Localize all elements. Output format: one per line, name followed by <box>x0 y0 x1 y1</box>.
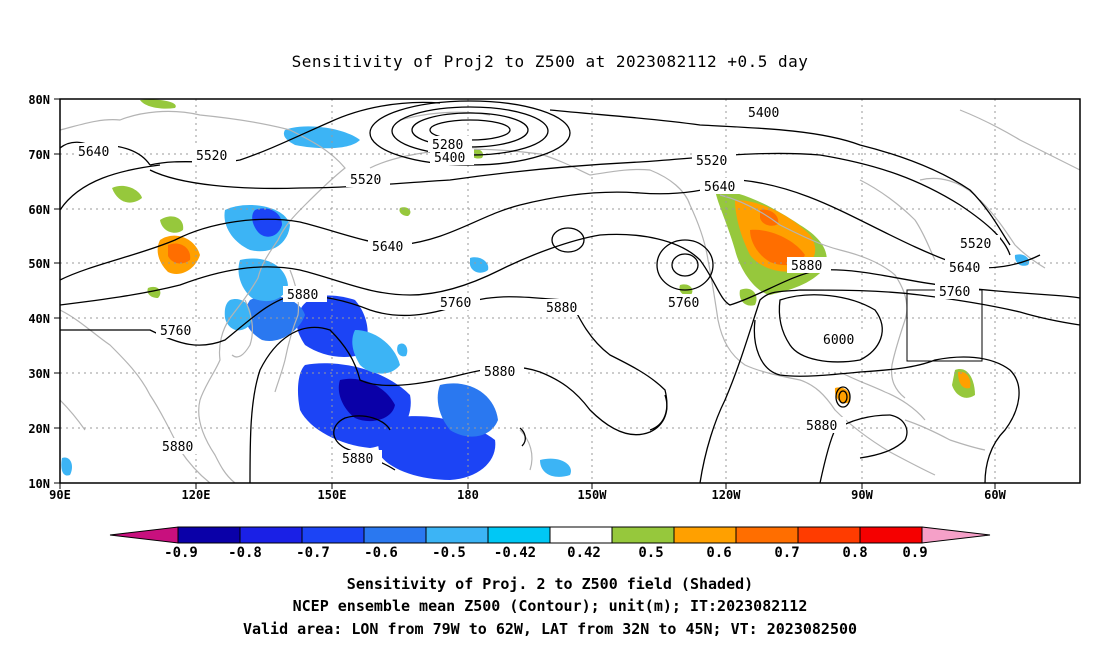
colorbar-label: 0.42 <box>567 545 601 561</box>
lon-label: 150E <box>318 488 347 502</box>
lon-label: 150W <box>578 488 608 502</box>
contour-label: 5640 <box>704 180 735 195</box>
map-area: 5640 5520 5520 5280 5400 5400 5520 5640 … <box>60 99 1080 483</box>
contour-label: 5640 <box>949 261 980 276</box>
contour-label: 5760 <box>160 324 191 339</box>
lon-label: 90E <box>49 488 71 502</box>
contour-label: 5880 <box>484 365 515 380</box>
colorbar-bin <box>239 526 303 544</box>
contour-label: 5760 <box>939 285 970 300</box>
contour-label: 5520 <box>960 237 991 252</box>
contour-label: 5880 <box>806 419 837 434</box>
colorbar-label: 0.6 <box>706 545 731 561</box>
colorbar-bin <box>673 526 737 544</box>
colorbar-label: -0.8 <box>228 545 262 561</box>
colorbar-label: 0.9 <box>902 545 927 561</box>
colorbar-bin <box>487 526 551 544</box>
contour-label: 5880 <box>342 452 373 467</box>
lat-label: 80N <box>28 93 50 107</box>
footer-line-1: Sensitivity of Proj. 2 to Z500 field (Sh… <box>347 575 753 593</box>
colorbar-bin <box>549 526 613 544</box>
lat-label: 70N <box>28 148 50 162</box>
contour-label: 5760 <box>668 296 699 311</box>
page-title: Sensitivity of Proj2 to Z500 at 20230821… <box>292 52 809 71</box>
longitude-labels: 90E 120E 150E 180 150W 120W 90W 60W <box>49 488 1006 502</box>
contour-labels-extra: 5880 <box>158 438 202 455</box>
colorbar-label: 0.8 <box>842 545 867 561</box>
contour-label: 5640 <box>372 240 403 255</box>
colorbar-left-triangle <box>109 526 179 544</box>
colorbar-labels: -0.9 -0.8 -0.7 -0.6 -0.5 -0.42 0.42 0.5 … <box>164 545 928 561</box>
footer-line-2: NCEP ensemble mean Z500 (Contour); unit(… <box>293 597 808 615</box>
colorbar-bin <box>301 526 365 544</box>
contour-label: 5880 <box>287 288 318 303</box>
lon-label: 180 <box>457 488 479 502</box>
negative-sensitivity-shading <box>61 126 1030 480</box>
lat-label: 40N <box>28 312 50 326</box>
contour-label: 5880 <box>791 259 822 274</box>
footer-line-3: Valid area: LON from 79W to 62W, LAT fro… <box>243 620 857 638</box>
colorbar-label: -0.42 <box>494 545 536 561</box>
contour-label: 5520 <box>350 173 381 188</box>
contour-label: 5520 <box>196 149 227 164</box>
lat-label: 20N <box>28 422 50 436</box>
colorbar-label: -0.5 <box>432 545 466 561</box>
colorbar-label: -0.9 <box>164 545 198 561</box>
lat-label: 30N <box>28 367 50 381</box>
colorbar-label: 0.5 <box>638 545 663 561</box>
latitude-labels: 80N 70N 60N 50N 40N 30N 20N 10N <box>28 93 50 491</box>
contour-label: 5640 <box>78 145 109 160</box>
contour-label: 5760 <box>440 296 471 311</box>
contour-label: 5400 <box>434 151 465 166</box>
contour-label: 6000 <box>823 333 854 348</box>
contour-label: 5520 <box>696 154 727 169</box>
coastlines <box>60 109 1080 483</box>
colorbar-label: -0.7 <box>296 545 330 561</box>
valid-area-box <box>906 289 983 362</box>
axis-ticks <box>54 98 996 489</box>
colorbar-right-triangle <box>921 526 991 544</box>
contour-label: 5400 <box>748 106 779 121</box>
lon-label: 90W <box>851 488 873 502</box>
colorbar-bin <box>859 526 923 544</box>
contour-labels: 5640 5520 5520 5280 5400 5400 5520 5640 … <box>74 104 1000 467</box>
contour-label: 5880 <box>546 301 577 316</box>
colorbar-bin <box>797 526 861 544</box>
lon-label: 120E <box>182 488 211 502</box>
lon-label: 120W <box>712 488 742 502</box>
footer: Sensitivity of Proj. 2 to Z500 field (Sh… <box>243 575 857 638</box>
lon-label: 60W <box>984 488 1006 502</box>
map-frame <box>59 98 1081 484</box>
colorbar-label: 0.7 <box>774 545 799 561</box>
colorbar-bin <box>425 526 489 544</box>
lat-label: 50N <box>28 257 50 271</box>
colorbar-bin <box>363 526 427 544</box>
colorbar-bin <box>177 526 241 544</box>
lat-label: 10N <box>28 477 50 491</box>
colorbar-bin <box>611 526 675 544</box>
lat-label: 60N <box>28 203 50 217</box>
colorbar <box>109 526 991 544</box>
colorbar-label: -0.6 <box>364 545 398 561</box>
colorbar-bin <box>735 526 799 544</box>
contour-label: 5880 <box>162 440 193 455</box>
